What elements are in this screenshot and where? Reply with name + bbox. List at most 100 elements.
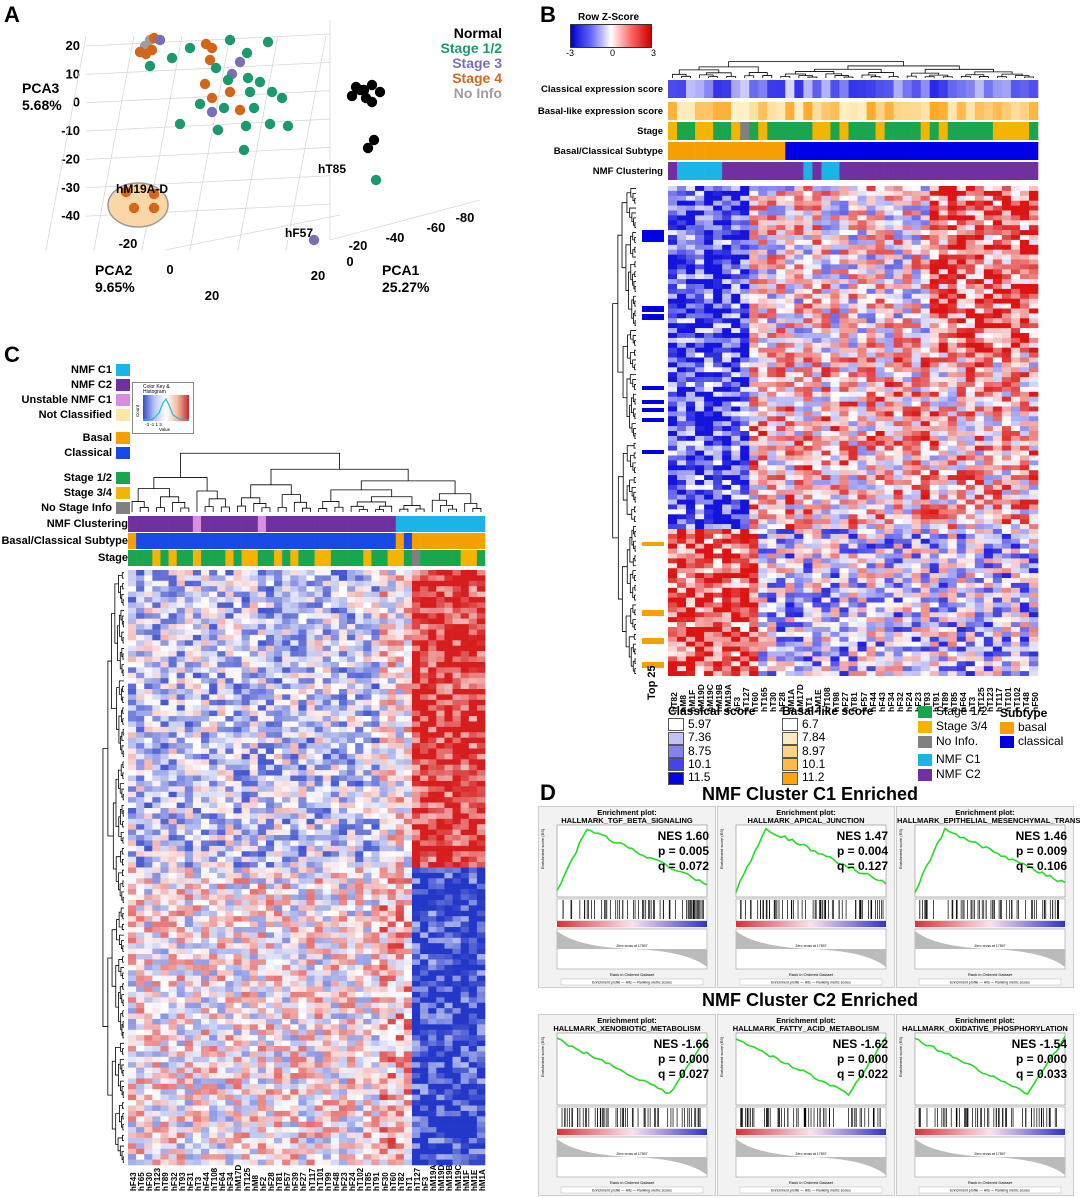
b-heatmap-cell (965, 337, 976, 344)
b-track-cell (920, 102, 931, 120)
b-row-dendrogram (628, 271, 632, 310)
b-heatmap-cell (830, 597, 840, 603)
b-heatmap-cell (1028, 411, 1039, 417)
b-heatmap-cell (767, 494, 777, 500)
b-heatmap-cell (830, 406, 840, 412)
b-heatmap-cell (731, 597, 741, 603)
b-heatmap-cell (803, 249, 813, 255)
b-heatmap-cell (866, 293, 876, 299)
b-heatmap-cell (686, 514, 696, 520)
c-heatmap-cell (460, 575, 470, 582)
b-heatmap-cell (722, 480, 732, 486)
b-heatmap-cell (839, 524, 849, 530)
b-track-cell (902, 80, 912, 98)
b-heatmap-cell (695, 509, 705, 515)
b-heatmap-cell (884, 484, 894, 491)
b-heatmap-cell (875, 548, 885, 554)
b-heatmap-cell (740, 362, 750, 368)
b-heatmap-cell (938, 190, 949, 197)
b-heatmap-cell (893, 406, 903, 412)
b-heatmap-cell (749, 450, 759, 456)
b-heatmap-cell (956, 377, 967, 383)
b-heatmap-cell (974, 627, 985, 633)
b-heatmap-cell (848, 578, 858, 584)
b-heatmap-cell (758, 499, 768, 505)
b-track-cell (1010, 80, 1021, 98)
b-heatmap-cell (731, 205, 741, 211)
b-heatmap-cell (911, 225, 921, 231)
b-heatmap-cell (1001, 200, 1012, 206)
b-heatmap-cell (839, 328, 849, 334)
b-heatmap-cell (902, 225, 912, 231)
b-heatmap-cell (911, 328, 921, 334)
b-track-cell (929, 102, 940, 120)
b-heatmap-cell (1010, 607, 1021, 613)
c-legend-label: Stage 3/4 (63, 487, 112, 499)
c-heatmap-cell (257, 575, 267, 582)
b-heatmap-cell (722, 303, 732, 309)
b-heatmap-cell (866, 230, 876, 236)
b-heatmap-cell (830, 573, 840, 579)
b-heatmap-cell (776, 563, 786, 569)
b-heatmap-cell (776, 514, 786, 520)
b-heatmap-cell (983, 284, 994, 290)
b-heatmap-cell (758, 651, 768, 657)
b-heatmap-cell (848, 239, 858, 246)
b-heatmap-cell (893, 426, 903, 432)
b-heatmap-cell (884, 666, 894, 672)
b-heatmap-cell (902, 470, 912, 476)
b-heatmap-cell (668, 377, 678, 383)
b-heatmap-cell (686, 666, 696, 672)
b-heatmap-cell (956, 220, 967, 226)
b-heatmap-cell (884, 342, 894, 348)
b-heatmap-cell (965, 573, 976, 579)
b-heatmap-cell (893, 416, 903, 422)
b-heatmap-cell (839, 284, 849, 290)
b-heatmap-cell (785, 563, 795, 569)
b-heatmap-cell (713, 367, 723, 373)
b-heatmap-cell (965, 597, 976, 603)
b-heatmap-cell (974, 558, 985, 564)
b-heatmap-cell (956, 396, 967, 402)
b-heatmap-cell (839, 396, 849, 402)
b-heatmap-cell (947, 269, 958, 275)
b-heatmap-cell (893, 582, 903, 589)
b-heatmap-cell (1028, 357, 1039, 363)
b-heatmap-cell (668, 499, 678, 505)
b-heatmap-cell (722, 656, 732, 662)
b-track-cell (722, 142, 732, 160)
b-heatmap-cell (758, 597, 768, 603)
b-heatmap-cell (857, 352, 867, 358)
b-heatmap-cell (695, 372, 705, 378)
b-heatmap-cell (713, 607, 723, 613)
b-heatmap-cell (821, 529, 831, 535)
b-heatmap-cell (776, 504, 786, 510)
b-heatmap-cell (722, 249, 732, 255)
c-heatmap-cell (282, 575, 291, 582)
b-heatmap-cell (866, 435, 876, 442)
b-heatmap-cell (1028, 308, 1039, 314)
b-heatmap-cell (974, 519, 985, 525)
b-heatmap-cell (713, 612, 723, 618)
b-heatmap-cell (677, 239, 687, 246)
b-heatmap-cell (848, 509, 858, 515)
b-track-cell (911, 80, 921, 98)
b-heatmap-cell (713, 190, 723, 197)
b-heatmap-cell (731, 323, 741, 329)
b-heatmap-cell (695, 259, 705, 265)
b-heatmap-cell (947, 504, 958, 510)
b-heatmap-cell (1028, 396, 1039, 402)
b-heatmap-cell (686, 396, 696, 402)
b-heatmap-cell (974, 671, 985, 676)
b-heatmap-cell (911, 587, 921, 593)
b-heatmap-cell (839, 641, 849, 647)
b-heatmap-cell (668, 573, 678, 579)
b-heatmap-cell (1001, 504, 1012, 510)
b-heatmap-cell (929, 641, 940, 647)
b-heatmap-cell (848, 288, 858, 295)
b-heatmap-cell (848, 220, 858, 226)
b-heatmap-cell (920, 460, 931, 466)
b-heatmap-cell (776, 651, 786, 657)
b-heatmap-cell (1019, 646, 1030, 652)
b-heatmap-cell (803, 416, 813, 422)
